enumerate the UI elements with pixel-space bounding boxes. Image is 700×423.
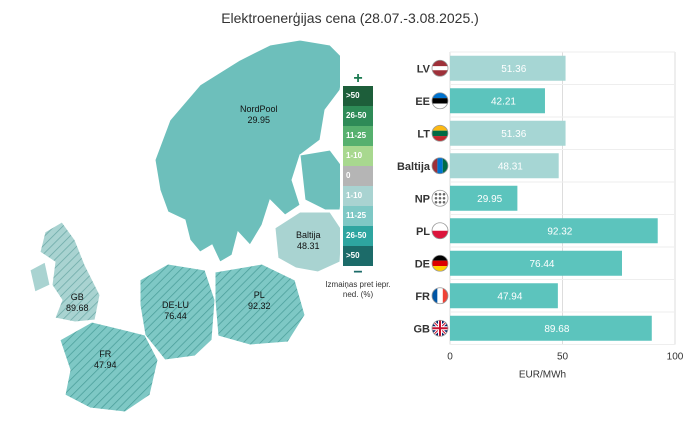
bar-value-label-np: 29.95 bbox=[477, 194, 502, 205]
map-delu bbox=[139, 263, 216, 361]
flag-icon-gb bbox=[432, 320, 448, 337]
flag-icon-np bbox=[432, 190, 448, 207]
flag-ring-lv bbox=[431, 59, 449, 77]
map-label-gb: GB 89.68 bbox=[66, 292, 89, 313]
category-label-fr: FR bbox=[415, 291, 430, 303]
flag-icon-pl bbox=[432, 222, 448, 239]
map-nordpool bbox=[154, 39, 340, 263]
bar-value-label-baltija: 48.31 bbox=[498, 161, 523, 172]
map-label-pl: PL 92.32 bbox=[248, 290, 271, 311]
bar-value-label-lv: 51.36 bbox=[501, 64, 526, 75]
flag-icon-baltija bbox=[432, 157, 448, 174]
legend-caption: Izmaiņas pret iepr. ned. (%) bbox=[325, 280, 391, 299]
map-pl bbox=[214, 263, 306, 346]
bar-gb bbox=[450, 315, 652, 341]
map-fr bbox=[59, 321, 159, 413]
legend-bin-7: 26-50 bbox=[343, 226, 373, 246]
flag-icon-ee bbox=[432, 92, 448, 109]
map-label-delu: DE-LU 76.44 bbox=[162, 300, 190, 321]
bar-value-label-ee: 42.21 bbox=[491, 96, 516, 107]
flag-ring-gb bbox=[431, 319, 449, 337]
flag-icon-lv bbox=[432, 60, 448, 77]
legend-bin-5: 1-10 bbox=[343, 186, 373, 206]
legend-plus-sign: + bbox=[353, 70, 363, 87]
legend-bin-3: 1-10 bbox=[343, 146, 373, 166]
map-baltija bbox=[274, 211, 340, 273]
bar-value-label-fr: 47.94 bbox=[497, 291, 522, 302]
flag-ring-np bbox=[431, 189, 449, 207]
x-axis-label: EUR/MWh bbox=[519, 370, 566, 381]
category-label-baltija: Baltija bbox=[397, 161, 431, 173]
flag-ring-fr bbox=[431, 287, 449, 305]
bar-fr bbox=[450, 283, 558, 309]
legend-bin-4: 0 bbox=[343, 166, 373, 186]
legend-bin-2: 11-25 bbox=[343, 126, 373, 146]
map-legend: + >50 26-50 11-25 1-10 0 1-10 11-25 26-50 >50 − bbox=[343, 70, 373, 281]
bar-ee bbox=[450, 88, 545, 114]
map-label-baltija: Baltija 48.31 bbox=[296, 230, 321, 251]
flag-ring-pl bbox=[431, 222, 449, 240]
chart-title: Elektroenerģijas cena (28.07.-3.08.2025.… bbox=[221, 10, 479, 26]
bar-lv bbox=[450, 55, 566, 81]
legend-bin-8: >50 bbox=[343, 246, 373, 266]
bar-value-label-pl: 92.32 bbox=[547, 226, 572, 237]
category-label-lt: LT bbox=[417, 128, 430, 140]
flag-ring-ee bbox=[431, 92, 449, 110]
flag-icon-lt bbox=[432, 125, 448, 142]
x-tick-label-2: 100 bbox=[667, 352, 684, 363]
bar-pl bbox=[450, 218, 658, 244]
map-label-fr: FR 47.94 bbox=[94, 349, 117, 370]
map-gb bbox=[39, 221, 101, 323]
bar-lt bbox=[450, 120, 566, 146]
bar-baltija bbox=[450, 153, 559, 179]
bar-np bbox=[450, 185, 518, 211]
bar-value-label-de: 76.44 bbox=[529, 259, 554, 270]
category-label-lv: LV bbox=[417, 63, 431, 75]
legend-bin-1: 26-50 bbox=[343, 106, 373, 126]
legend-minus-sign: − bbox=[353, 264, 363, 281]
flag-icon-de bbox=[432, 255, 448, 272]
bar-value-label-lt: 51.36 bbox=[501, 129, 526, 140]
x-tick-label-1: 50 bbox=[557, 352, 569, 363]
legend-bin-0: >50 bbox=[343, 86, 373, 106]
category-label-pl: PL bbox=[416, 226, 430, 238]
x-tick-label-0: 0 bbox=[447, 352, 453, 363]
legend-bin-6: 11-25 bbox=[343, 206, 373, 226]
flag-icon-fr bbox=[432, 287, 448, 304]
map-label-nordpool: NordPool 29.95 bbox=[240, 104, 278, 125]
flag-ring-lt bbox=[431, 124, 449, 142]
category-label-gb: GB bbox=[414, 323, 431, 335]
bar-value-label-gb: 89.68 bbox=[544, 324, 569, 335]
flag-ring-baltija bbox=[431, 157, 449, 175]
region-map bbox=[29, 39, 340, 413]
price-bar-chart: 51.36 LV 42.21 EE 51.36 LT 48.31 Baltija 29.95 NP… bbox=[397, 51, 684, 381]
category-label-np: NP bbox=[415, 193, 430, 205]
flag-ring-de bbox=[431, 254, 449, 272]
category-label-ee: EE bbox=[415, 96, 430, 108]
bar-de bbox=[450, 250, 622, 276]
category-label-de: DE bbox=[415, 258, 430, 270]
